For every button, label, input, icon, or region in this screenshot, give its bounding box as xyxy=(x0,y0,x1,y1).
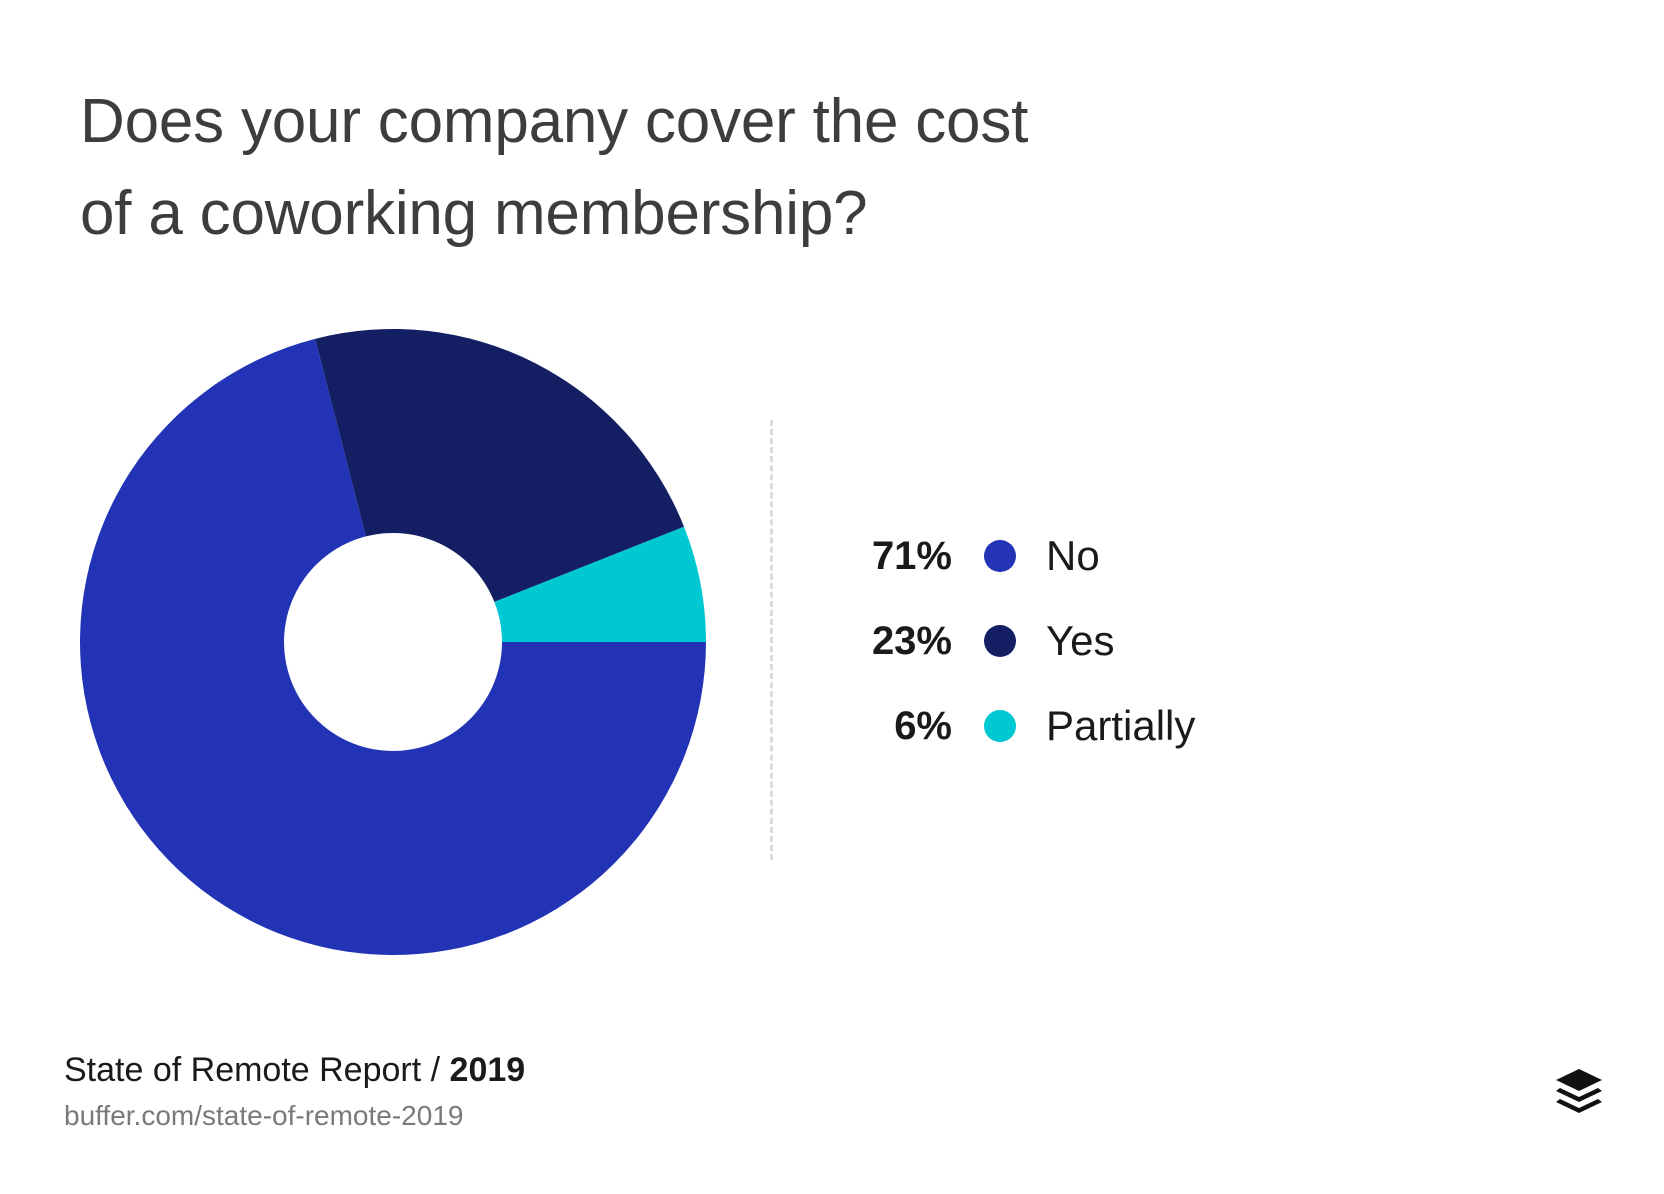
donut-slice-no xyxy=(79,338,707,956)
legend-value-no: 71% xyxy=(871,534,952,578)
chart-title-line-2: of a coworking membership? xyxy=(80,179,868,248)
legend-item-yes: 23% Yes xyxy=(0,611,1300,671)
donut-slice-partially xyxy=(494,526,706,642)
footer-url: buffer.com/state-of-remote-2019 xyxy=(64,1100,464,1131)
legend-label-partially: Partially xyxy=(1046,702,1196,749)
legend-divider xyxy=(770,420,773,860)
chart-title-line-1: Does your company cover the cost xyxy=(80,87,1029,156)
footer-report-name: State of Remote Report / xyxy=(64,1051,450,1089)
legend-value-partially: 6% xyxy=(894,704,952,748)
legend-swatch-no xyxy=(984,540,1016,572)
footer-report-title: State of Remote Report / 2019 xyxy=(64,1048,525,1092)
legend-swatch-yes xyxy=(984,625,1016,657)
buffer-stack-icon xyxy=(1556,1069,1602,1113)
legend-label-no: No xyxy=(1046,532,1100,579)
donut-slice-yes xyxy=(315,329,685,602)
legend-value-yes: 23% xyxy=(871,619,952,663)
legend-label-yes: Yes xyxy=(1046,617,1115,664)
legend-swatch-partially xyxy=(984,710,1016,742)
legend-item-no: 71% No xyxy=(0,526,1300,586)
chart-title: Does your company cover the cost of a co… xyxy=(80,76,1180,260)
footer-report-year: 2019 xyxy=(449,1051,526,1089)
legend-item-partially: 6% Partially xyxy=(0,696,1300,756)
